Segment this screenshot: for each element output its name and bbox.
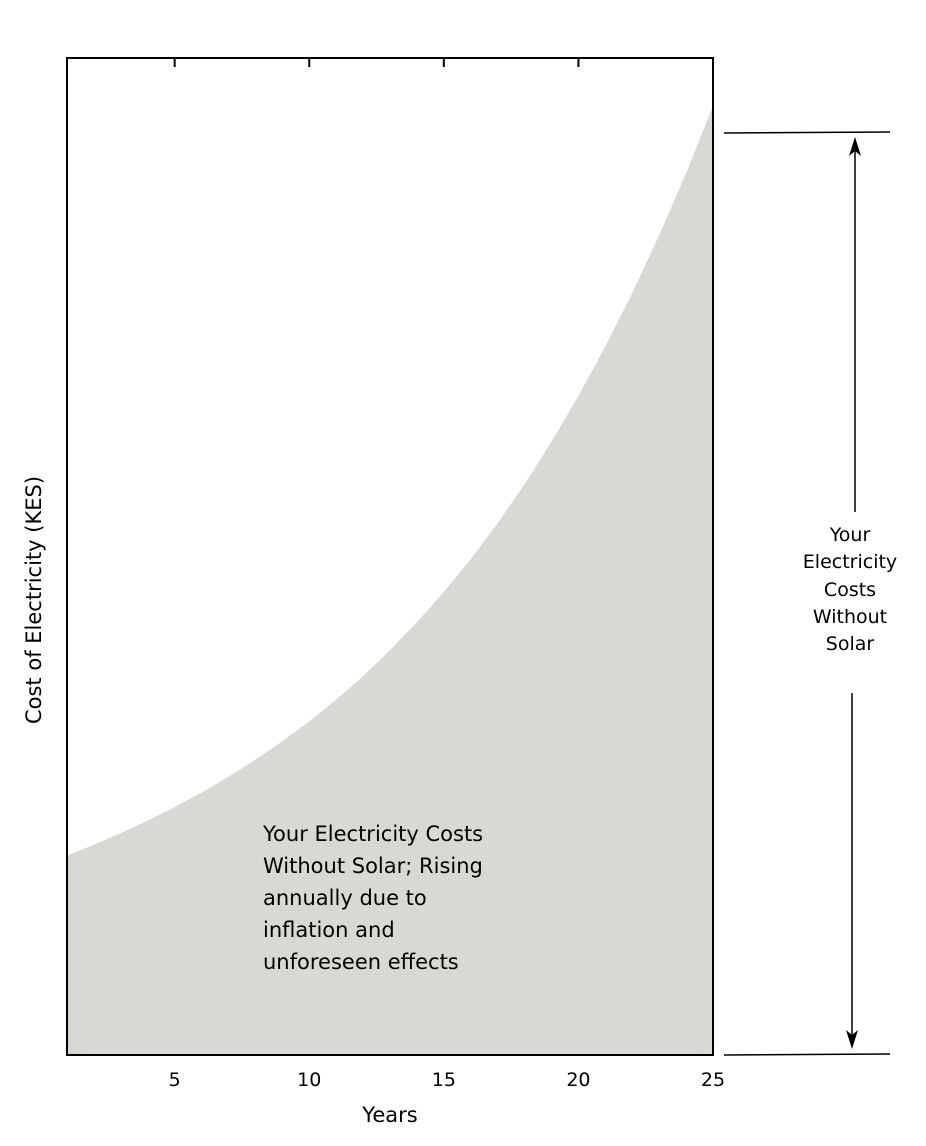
side-annotation-line: Solar xyxy=(826,633,875,655)
tick-layer: 5 10 15 20 25 xyxy=(169,58,725,1091)
side-indicator: Your Electricity Costs Without Solar xyxy=(723,131,897,1056)
side-annotation-line: Your xyxy=(829,524,871,546)
area-annotation-line: annually due to xyxy=(263,886,427,910)
plot-frame xyxy=(66,57,714,1056)
area-annotation-line: unforeseen effects xyxy=(263,950,459,974)
up-arrowhead-icon xyxy=(849,137,861,156)
x-axis-label: Years xyxy=(361,1103,417,1127)
y-axis-label: Cost of Electricity (KES) xyxy=(22,476,46,724)
area-annotation-line: inflation and xyxy=(263,918,395,942)
down-arrowhead-icon xyxy=(846,1030,858,1049)
side-annotation-line: Electricity xyxy=(803,551,897,573)
area-annotation: Your Electricity Costs Without Solar; Ri… xyxy=(262,822,483,974)
x-tick-label: 25 xyxy=(701,1069,725,1091)
x-tick-label: 15 xyxy=(432,1069,456,1091)
area-layer xyxy=(67,105,713,1055)
x-tick-label: 5 xyxy=(169,1069,181,1091)
area-annotation-line: Without Solar; Rising xyxy=(263,854,483,878)
area-annotation-line: Your Electricity Costs xyxy=(262,822,483,846)
x-tick-label: 20 xyxy=(566,1069,590,1091)
side-annotation-line: Without xyxy=(813,606,887,628)
side-annotation-line: Costs xyxy=(824,579,876,601)
bottom-reference-line xyxy=(723,1053,891,1056)
top-reference-line xyxy=(723,131,891,134)
cost-area xyxy=(67,105,713,1055)
x-tick-label: 10 xyxy=(297,1069,321,1091)
